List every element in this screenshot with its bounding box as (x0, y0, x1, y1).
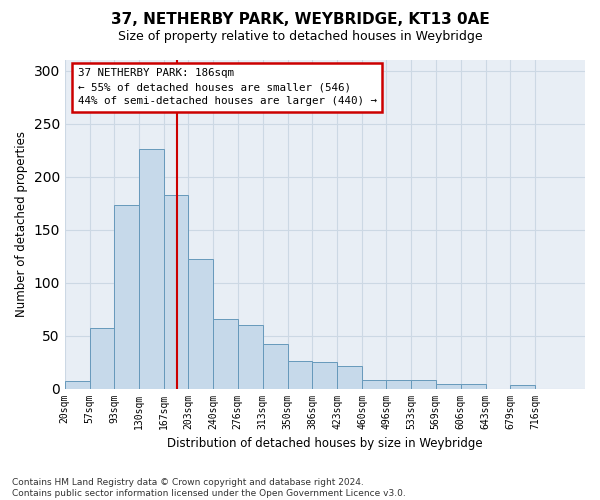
Bar (188, 260, 214, 388)
Y-axis label: Number of detached properties: Number of detached properties (15, 132, 28, 318)
Bar (362, 380, 386, 388)
Bar (312, 362, 337, 388)
Bar (510, 386, 535, 388)
Bar (288, 361, 312, 388)
Bar (90, 328, 114, 388)
Bar (436, 384, 461, 388)
Text: 37, NETHERBY PARK, WEYBRIDGE, KT13 0AE: 37, NETHERBY PARK, WEYBRIDGE, KT13 0AE (110, 12, 490, 28)
Bar (337, 366, 362, 388)
Bar (164, 194, 188, 388)
Bar (65, 381, 90, 388)
Bar (214, 318, 238, 388)
Text: 37 NETHERBY PARK: 186sqm
← 55% of detached houses are smaller (546)
44% of semi-: 37 NETHERBY PARK: 186sqm ← 55% of detach… (78, 68, 377, 106)
Bar (412, 380, 436, 388)
Text: Contains HM Land Registry data © Crown copyright and database right 2024.
Contai: Contains HM Land Registry data © Crown c… (12, 478, 406, 498)
X-axis label: Distribution of detached houses by size in Weybridge: Distribution of detached houses by size … (167, 437, 483, 450)
Bar (139, 149, 164, 388)
Text: Size of property relative to detached houses in Weybridge: Size of property relative to detached ho… (118, 30, 482, 43)
Bar (114, 205, 139, 388)
Bar (386, 380, 412, 388)
Bar (238, 325, 263, 388)
Bar (461, 384, 485, 388)
Bar (263, 344, 288, 389)
